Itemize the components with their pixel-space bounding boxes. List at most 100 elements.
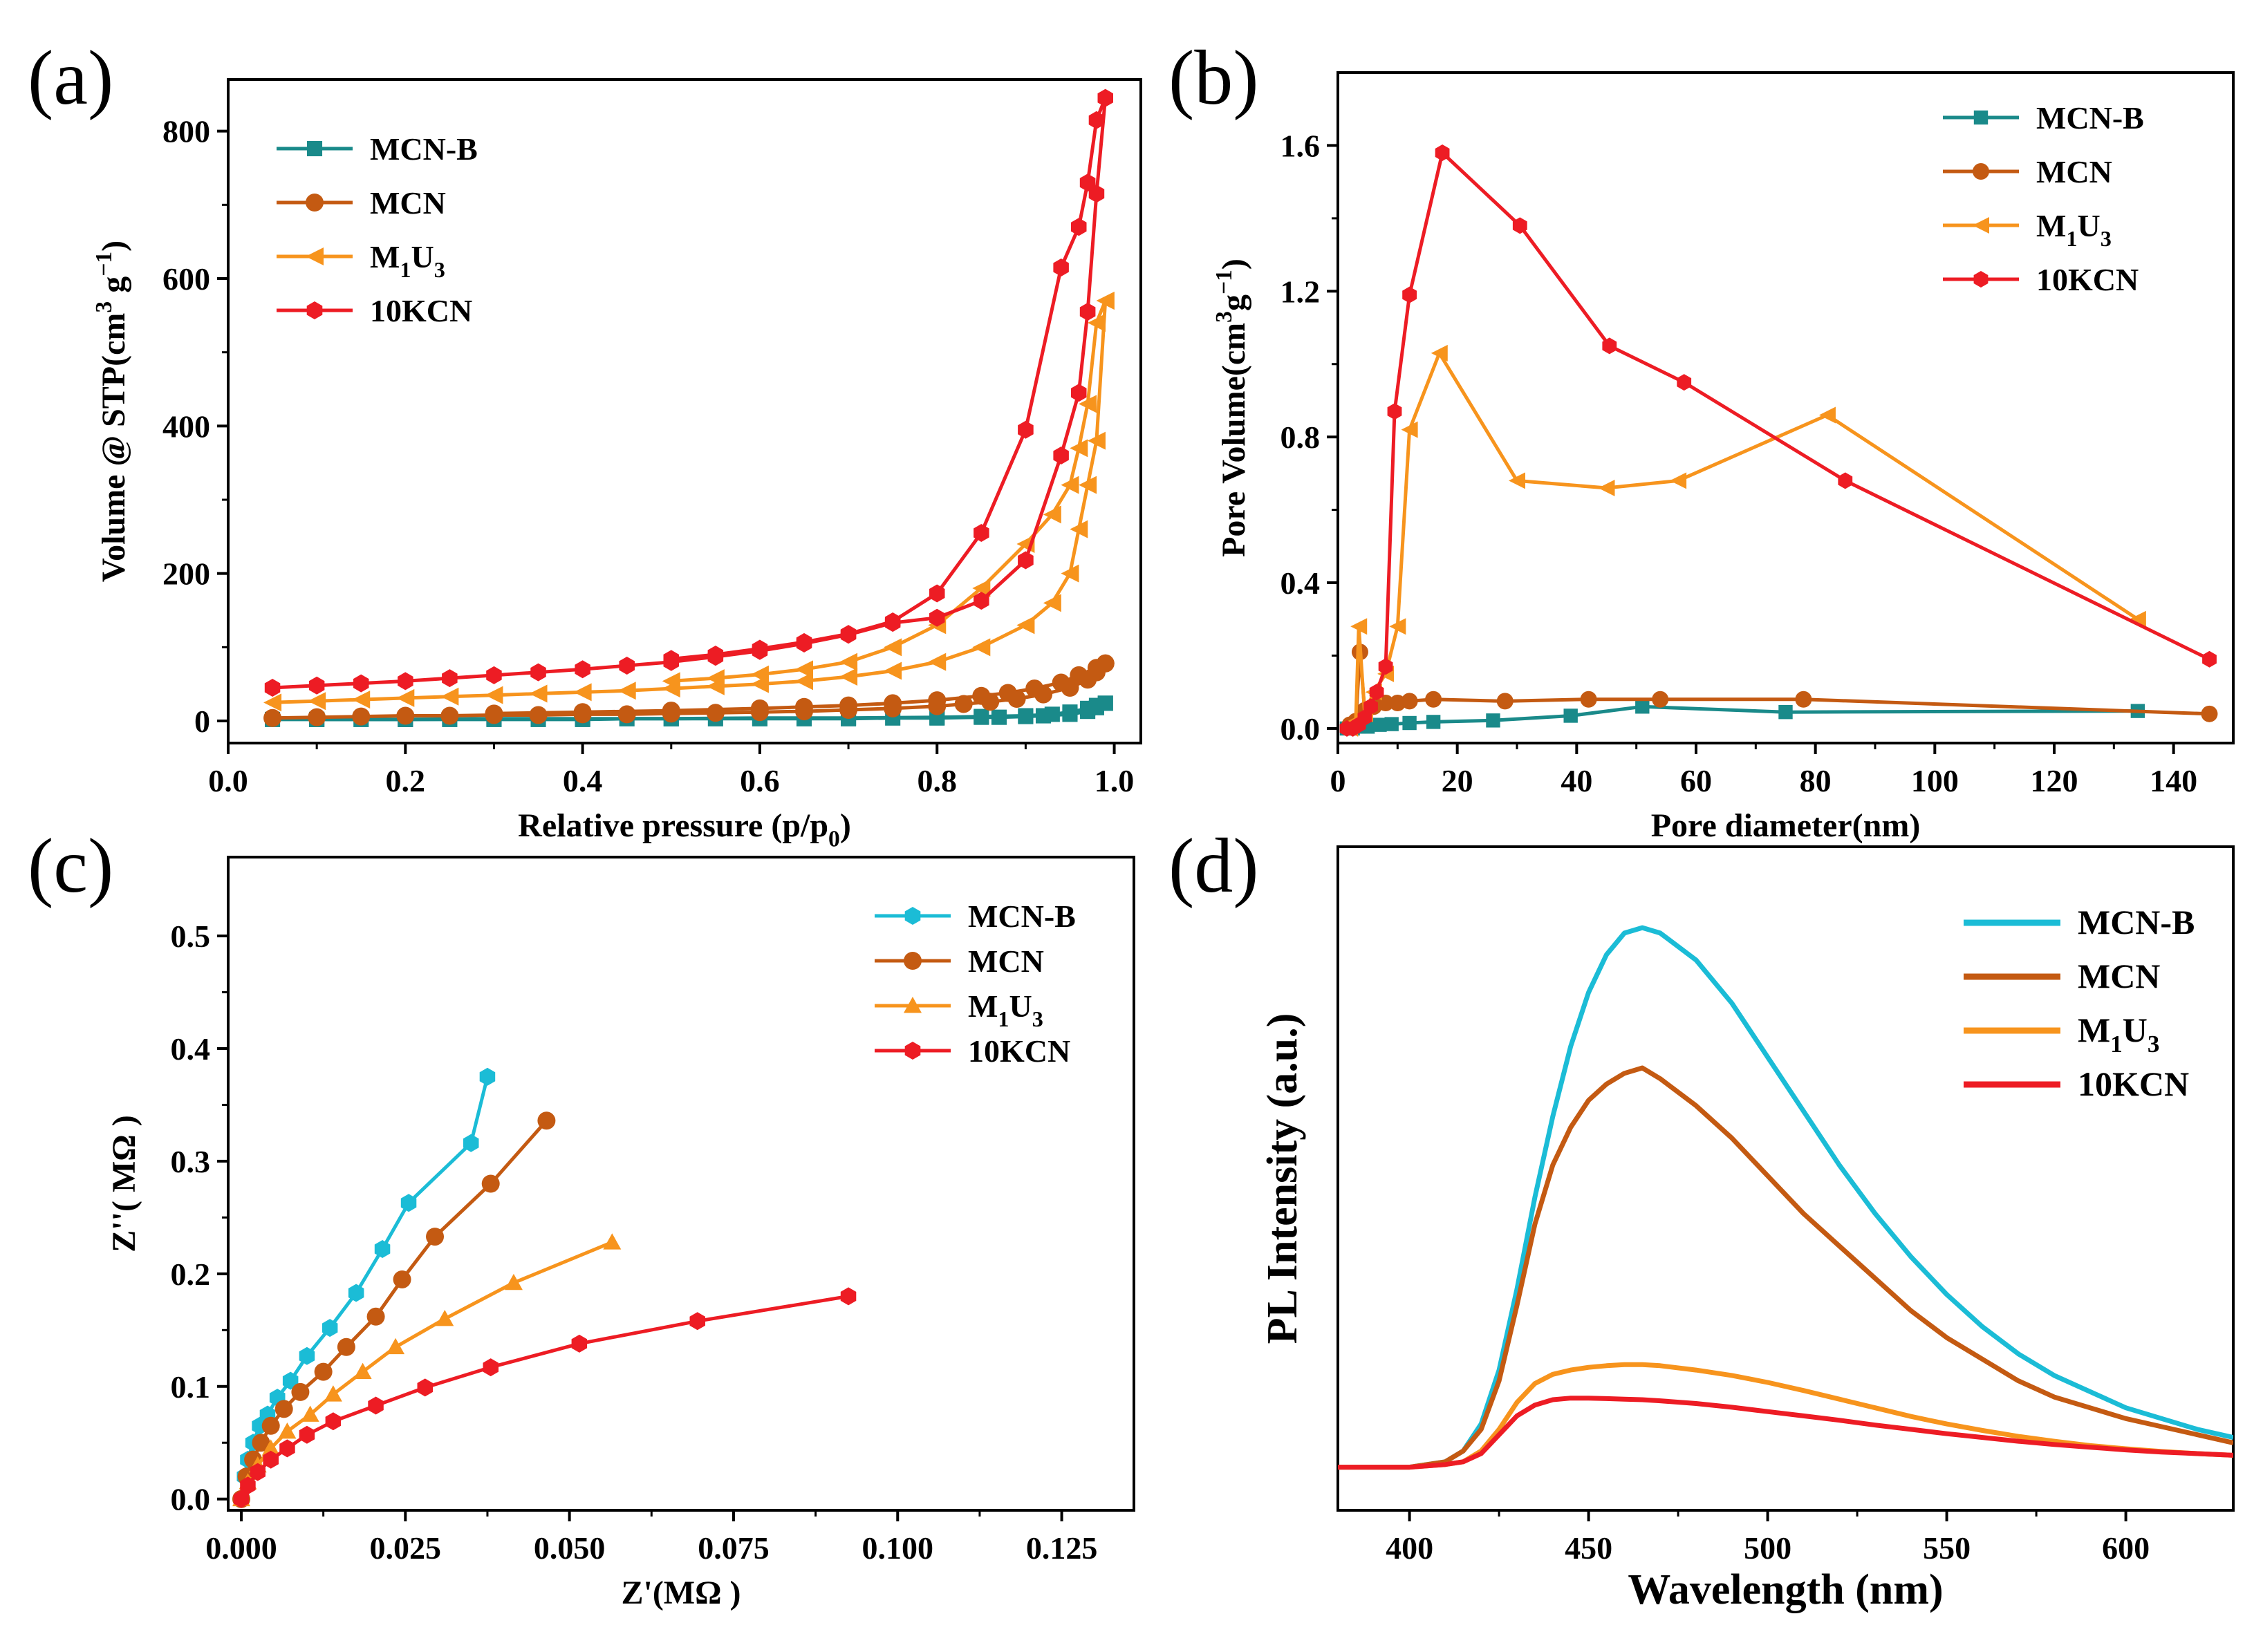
data-point-10kcn: [840, 625, 857, 644]
data-point-10kcn: [325, 1412, 342, 1431]
x-tick-label: 120: [2031, 763, 2078, 798]
data-point-m1u3: [2129, 610, 2146, 628]
y-tick-label: 0.0: [171, 1482, 211, 1517]
legend-marker: [306, 301, 323, 319]
y-tick-label: 0: [194, 704, 210, 739]
data-point-mcn-b: [1384, 717, 1399, 731]
x-axis-label: Pore diameter(nm): [1651, 807, 1921, 844]
series-m1u3: [1338, 1362, 2233, 1470]
data-point-10kcn: [929, 608, 945, 627]
data-point-mcn-b: [1486, 713, 1500, 728]
data-point-10kcn: [1018, 551, 1034, 570]
y-axis-label: PL Intensity (a.u.): [1259, 1013, 1306, 1344]
data-point-10kcn: [2202, 650, 2217, 668]
data-point-m1u3: [324, 1385, 342, 1402]
legend-marker: [1973, 110, 1989, 125]
data-point-m1u3: [1070, 520, 1088, 538]
data-point-10kcn: [974, 524, 989, 542]
series-line-mcn-b: [1338, 925, 2233, 1470]
legend-label: MCN-B: [968, 899, 1076, 934]
data-point-10kcn: [233, 1490, 250, 1508]
data-point-m1u3: [485, 686, 503, 704]
legend-marker: [1973, 163, 1989, 180]
data-point-m1u3: [1079, 395, 1097, 413]
y-tick-label: 0.4: [171, 1031, 211, 1067]
data-point-mcn: [396, 706, 415, 725]
data-point-mcn: [1580, 691, 1597, 708]
x-tick-label: 0.125: [1026, 1530, 1098, 1566]
data-point-10kcn: [796, 632, 812, 651]
y-tick-label: 800: [162, 114, 210, 149]
data-point-m1u3: [706, 669, 725, 688]
legend-label: 10KCN: [968, 1033, 1070, 1069]
data-point-10kcn: [299, 1425, 315, 1444]
data-point-mcn-b: [299, 1346, 315, 1365]
data-point-10kcn: [1079, 173, 1096, 192]
x-tick-label: 60: [1680, 763, 1712, 798]
data-point-m1u3: [436, 1310, 454, 1326]
data-point-mcn-b: [1563, 708, 1578, 723]
legend-marker: [1973, 271, 1989, 288]
y-tick-label: 200: [162, 556, 210, 592]
series-mcn: [263, 654, 1115, 727]
panel-a: (a) 0.0 0.2 0.4 0.6 0.8 1.0 0 200 400 600 800 Relati…: [28, 35, 1142, 852]
legend-marker: [306, 194, 324, 212]
x-tick-label: 450: [1565, 1530, 1612, 1566]
data-point-10kcn: [1369, 684, 1384, 701]
legend-marker: [904, 1042, 921, 1060]
data-point-m1u3: [261, 1439, 280, 1456]
data-point-10kcn: [1838, 472, 1853, 489]
data-point-10kcn: [752, 639, 768, 658]
data-point-10kcn: [1053, 447, 1069, 464]
y-tick-label: 0.5: [171, 919, 211, 954]
data-point-m1u3: [308, 692, 326, 711]
data-point-10kcn: [707, 646, 724, 664]
legend-label: MCN: [2036, 154, 2112, 189]
legend-label: M1U3: [968, 988, 1043, 1031]
y-tick-label: 0.1: [171, 1369, 211, 1405]
data-point-m1u3: [573, 683, 592, 702]
y-tick-label: 0.3: [171, 1144, 211, 1179]
data-point-m1u3: [278, 1422, 297, 1439]
legend-marker: [904, 952, 922, 970]
data-point-mcn: [529, 706, 548, 724]
panel-label: (a): [28, 35, 113, 121]
series-m1u3: [232, 1233, 622, 1507]
x-tick-label: 600: [2102, 1530, 2150, 1566]
panel-label: (b): [1168, 35, 1259, 121]
data-point-mcn: [839, 696, 858, 715]
data-point-m1u3: [1043, 505, 1061, 524]
data-point-mcn: [1401, 693, 1418, 710]
data-point-mcn: [750, 699, 769, 717]
series-10kcn: [264, 88, 1113, 697]
data-point-m1u3: [1818, 406, 1836, 424]
data-point-mcn: [481, 1174, 500, 1193]
x-tick-label: 0.8: [917, 763, 957, 798]
series-line-m1u3: [272, 300, 1108, 704]
x-axis-label: Relative pressure (p/p0): [518, 807, 851, 852]
data-point-10kcn: [840, 1287, 857, 1306]
data-point-m1u3: [795, 672, 814, 691]
data-point-m1u3: [839, 653, 858, 671]
data-point-mcn-b: [463, 1134, 479, 1152]
data-point-m1u3: [750, 665, 769, 684]
x-tick-label: 0.6: [740, 763, 780, 798]
data-point-10kcn: [1378, 658, 1393, 675]
x-tick-label: 0.075: [698, 1530, 770, 1566]
data-point-m1u3: [1431, 344, 1448, 362]
data-point-mcn: [537, 1111, 556, 1130]
y-tick-label: 0.0: [1280, 711, 1321, 747]
series-line-10kcn: [671, 97, 1108, 661]
x-tick-label: 500: [1744, 1530, 1791, 1566]
data-point-mcn-b: [1372, 717, 1387, 732]
data-point-mcn: [393, 1270, 411, 1288]
data-point-10kcn: [884, 612, 901, 630]
series-m1u3: [1341, 344, 2146, 737]
data-point-10kcn: [308, 676, 325, 695]
data-point-10kcn: [264, 679, 281, 697]
legend-marker: [1973, 217, 1989, 234]
data-point-mcn: [291, 1382, 310, 1401]
